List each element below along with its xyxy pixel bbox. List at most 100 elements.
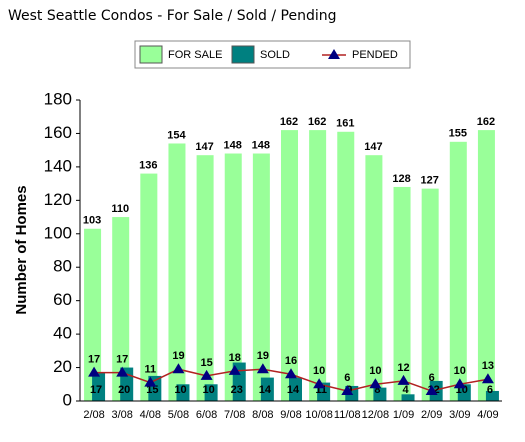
value-label: 162 (280, 116, 298, 128)
value-label: 154 (167, 129, 186, 141)
legend-label: PENDED (352, 49, 398, 61)
bar (373, 387, 387, 401)
y-tick-label: 80 (53, 257, 72, 276)
bar (252, 153, 270, 401)
bar (224, 153, 242, 401)
x-tick-label: 5/08 (168, 409, 189, 421)
legend-marker (328, 49, 340, 59)
value-label: 136 (139, 159, 157, 171)
marker (425, 384, 438, 395)
value-label: 10 (202, 384, 214, 396)
y-tick-label: 120 (44, 190, 72, 209)
x-tick-label: 2/08 (83, 409, 104, 421)
bar (168, 143, 186, 401)
marker (369, 378, 382, 389)
value-label: 10 (369, 365, 381, 377)
bar (457, 384, 471, 401)
marker (88, 366, 101, 377)
bar (421, 188, 439, 401)
bar (393, 186, 411, 401)
marker (313, 378, 326, 389)
legend-label: SOLD (260, 49, 290, 61)
marker (256, 363, 269, 374)
value-label: 16 (285, 355, 297, 367)
x-tick-label: 4/09 (477, 409, 498, 421)
bar (92, 372, 106, 401)
bar (485, 390, 499, 401)
value-label: 17 (88, 353, 100, 365)
value-label: 19 (172, 350, 184, 362)
value-label: 14 (287, 384, 300, 396)
x-tick-label: 6/08 (196, 409, 217, 421)
marker (397, 374, 410, 385)
bar (260, 377, 274, 401)
value-label: 127 (420, 175, 438, 187)
chart-title: West Seattle Condos - For Sale / Sold / … (8, 8, 337, 24)
x-tick-label: 11/08 (334, 409, 361, 421)
x-tick-label: 3/09 (449, 409, 470, 421)
value-label: 15 (200, 357, 212, 369)
bar (429, 380, 443, 401)
y-tick-label: 60 (53, 290, 72, 309)
value-label: 6 (487, 384, 493, 396)
value-label: 162 (308, 116, 326, 128)
marker (285, 368, 297, 379)
value-label: 147 (364, 141, 382, 153)
marker (341, 384, 354, 395)
bar (289, 377, 302, 401)
marker (172, 363, 185, 374)
x-tick-label: 7/08 (224, 409, 245, 421)
bar (196, 155, 214, 401)
y-tick-label: 20 (53, 357, 72, 376)
value-label: 162 (477, 116, 495, 128)
value-label: 11 (315, 384, 327, 396)
y-tick-label: 0 (63, 390, 72, 409)
marker (481, 373, 494, 384)
value-label: 14 (259, 384, 272, 396)
marker (453, 378, 466, 389)
legend-swatch (139, 45, 163, 64)
x-tick-label: 8/08 (252, 409, 273, 421)
value-label: 128 (392, 173, 410, 185)
value-label: 8 (374, 384, 380, 396)
marker (228, 364, 241, 375)
y-tick-label: 140 (44, 156, 72, 175)
bar (365, 155, 383, 401)
value-label: 15 (146, 384, 158, 396)
y-tick-label: 180 (44, 89, 72, 108)
marker (116, 366, 129, 377)
value-label: 10 (174, 384, 186, 396)
bar (176, 384, 190, 401)
legend-swatch (231, 45, 255, 64)
value-label: 12 (397, 362, 409, 374)
x-tick-label: 4/08 (140, 409, 161, 421)
value-label: 6 (429, 372, 435, 384)
value-label: 110 (111, 203, 129, 215)
legend-box (134, 40, 411, 69)
bar (309, 130, 327, 401)
marker (200, 369, 213, 380)
x-tick-label: 10/08 (305, 409, 333, 421)
bar (140, 173, 158, 401)
value-label: 20 (118, 384, 130, 396)
marker (144, 376, 157, 387)
y-tick-label: 160 (44, 123, 72, 142)
bar (449, 141, 467, 402)
value-label: 10 (313, 365, 325, 377)
bar (337, 131, 355, 401)
value-label: 11 (145, 364, 157, 376)
value-label: 155 (449, 128, 467, 140)
value-label: 148 (224, 139, 242, 151)
value-label: 13 (482, 360, 494, 372)
value-label: 148 (252, 139, 270, 151)
bar (84, 228, 102, 401)
y-axis-label: Number of Homes (13, 185, 30, 314)
value-label: 18 (229, 352, 241, 364)
bar (401, 394, 415, 401)
value-label: 17 (116, 353, 128, 365)
x-tick-label: 2/09 (421, 409, 442, 421)
bar (204, 384, 218, 401)
y-tick-label: 40 (53, 324, 72, 343)
bar (477, 130, 495, 401)
